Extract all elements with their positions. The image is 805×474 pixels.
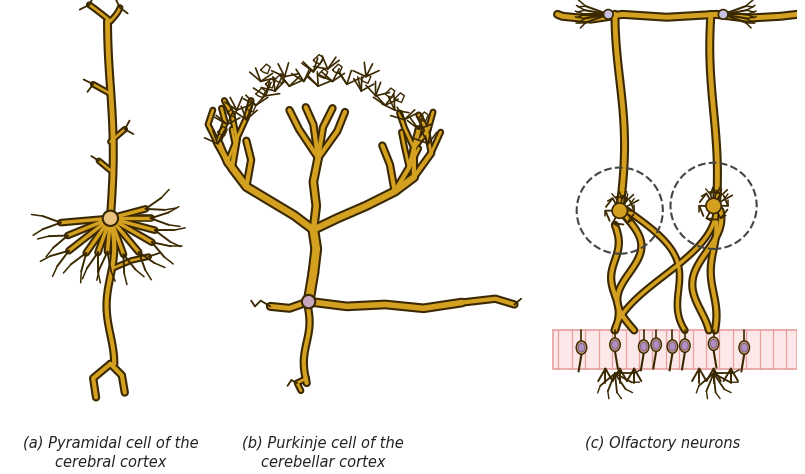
Ellipse shape [578,343,584,352]
Ellipse shape [708,337,719,350]
Ellipse shape [667,340,678,353]
Ellipse shape [739,341,749,354]
Ellipse shape [710,339,717,348]
Ellipse shape [103,210,118,226]
Ellipse shape [679,339,690,352]
Ellipse shape [640,342,647,351]
Circle shape [706,198,721,213]
Bar [553,330,797,369]
Ellipse shape [576,341,587,354]
Ellipse shape [682,341,688,350]
Ellipse shape [651,338,662,351]
Ellipse shape [653,340,659,349]
Ellipse shape [741,343,748,352]
Ellipse shape [718,9,728,19]
Ellipse shape [604,9,613,19]
Text: (a) Pyramidal cell of the
cerebral cortex: (a) Pyramidal cell of the cerebral corte… [23,436,198,470]
Ellipse shape [612,340,618,349]
Text: (b) Purkinje cell of the
cerebellar cortex: (b) Purkinje cell of the cerebellar cort… [242,436,404,470]
Ellipse shape [302,295,316,308]
Circle shape [612,203,627,219]
Ellipse shape [609,338,620,351]
Ellipse shape [669,342,675,351]
Ellipse shape [638,340,649,353]
Text: (c) Olfactory neurons: (c) Olfactory neurons [585,436,741,451]
